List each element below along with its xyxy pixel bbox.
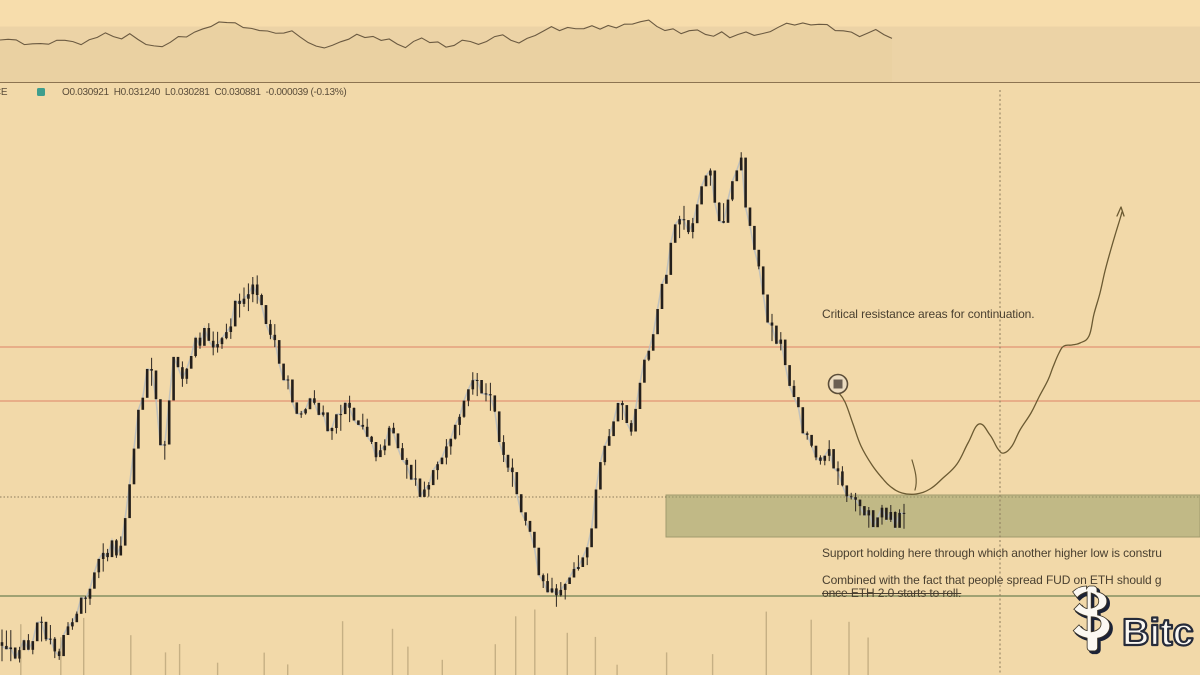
svg-text:Bitc: Bitc — [1122, 612, 1194, 654]
